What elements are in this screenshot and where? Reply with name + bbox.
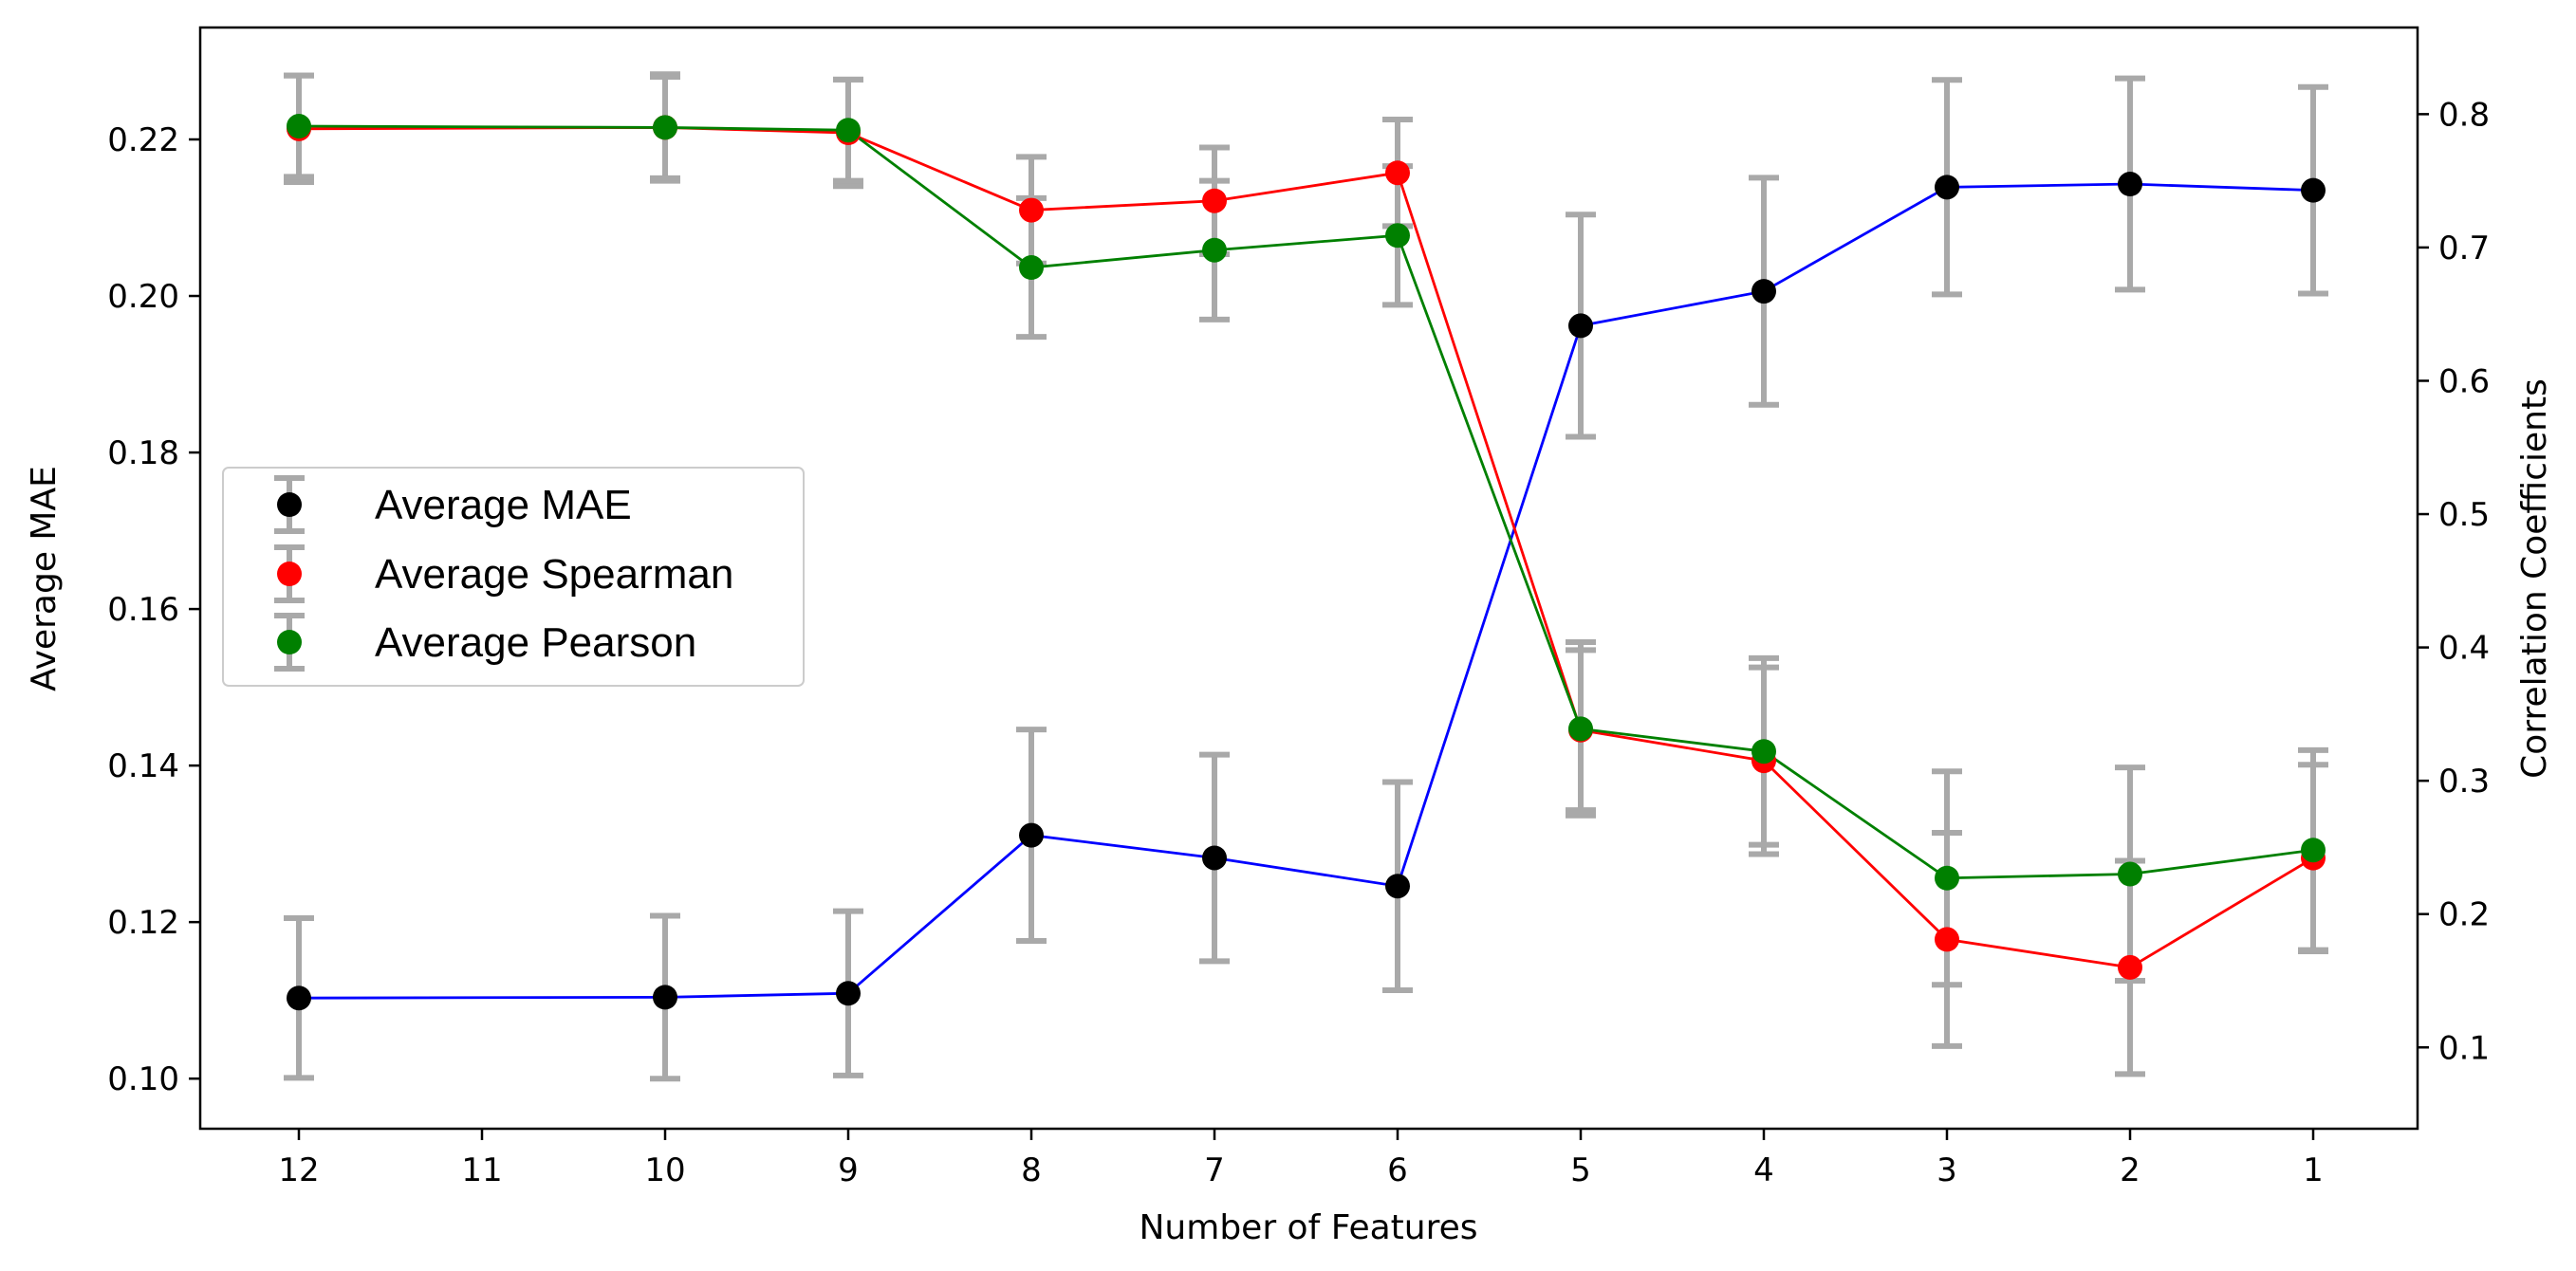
legend-label: Average Pearson (375, 619, 696, 666)
data-point (1385, 160, 1410, 186)
y-left-tick-label: 0.18 (107, 434, 179, 472)
data-point (1019, 197, 1044, 223)
x-tick-label: 10 (644, 1151, 685, 1189)
data-point (1202, 237, 1227, 263)
data-point (1202, 188, 1227, 213)
legend-marker (277, 562, 302, 586)
y-right-tick-label: 0.1 (2438, 1029, 2490, 1067)
data-point (836, 981, 861, 1006)
y-left-tick-label: 0.14 (107, 747, 179, 785)
x-tick-label: 7 (1204, 1151, 1225, 1189)
data-point (2118, 172, 2142, 197)
y-axis-right: 0.1 0.2 0.3 0.4 0.5 0.6 0.7 0.8 (2418, 96, 2490, 1067)
y-axis-left-title: Average MAE (25, 466, 64, 691)
data-point (1202, 845, 1227, 871)
legend-item-mae: Average MAE (274, 475, 632, 534)
data-point (1935, 175, 1959, 200)
y-left-tick-label: 0.22 (107, 121, 179, 159)
x-tick-label: 11 (461, 1151, 502, 1189)
y-right-tick-label: 0.5 (2438, 496, 2490, 534)
legend-label: Average MAE (375, 482, 632, 528)
y-right-tick-label: 0.7 (2438, 230, 2490, 267)
data-point (2301, 177, 2326, 203)
plot-frame (198, 26, 2419, 1131)
x-tick-label: 8 (1021, 1151, 1042, 1189)
data-point (2118, 861, 2142, 887)
data-point (1935, 927, 1959, 952)
x-tick-label: 12 (278, 1151, 319, 1189)
data-point (1019, 822, 1044, 848)
data-point (1568, 716, 1593, 742)
y-left-tick-label: 0.12 (107, 904, 179, 942)
legend-frame (222, 467, 805, 687)
legend-marker (277, 630, 302, 654)
legend: Average MAE Average Spearman Average Pears… (222, 467, 805, 687)
data-point (1385, 223, 1410, 249)
legend-label: Average Spearman (375, 551, 733, 598)
data-point (836, 118, 861, 143)
y-axis-left: 0.10 0.12 0.14 0.16 0.18 0.20 0.22 (107, 121, 200, 1098)
data-point (287, 114, 311, 139)
data-point (1935, 865, 1959, 891)
data-point (1568, 313, 1593, 339)
y-left-tick-label: 0.10 (107, 1060, 179, 1098)
data-point (1019, 255, 1044, 281)
y-left-tick-label: 0.16 (107, 591, 179, 629)
series-layer (284, 71, 2328, 1082)
series-points-mae (287, 172, 2326, 1011)
data-point (2301, 838, 2326, 863)
data-point (653, 985, 677, 1010)
legend-item-spearman: Average Spearman (274, 544, 733, 603)
y-right-tick-label: 0.2 (2438, 896, 2490, 934)
data-point (1751, 279, 1776, 304)
data-point (2118, 954, 2142, 980)
y-right-tick-label: 0.3 (2438, 763, 2490, 801)
y-left-tick-label: 0.20 (107, 278, 179, 316)
y-right-tick-label: 0.4 (2438, 630, 2490, 668)
y-right-tick-label: 0.6 (2438, 362, 2490, 400)
y-axis-right-title: Correlation Coefficients (2515, 378, 2554, 779)
legend-marker (277, 492, 302, 517)
data-point (1385, 874, 1410, 899)
data-point (287, 985, 311, 1011)
x-axis: 12 11 10 9 8 7 6 5 4 3 2 1 (278, 1129, 2324, 1189)
x-tick-label: 9 (838, 1151, 859, 1189)
x-tick-label: 2 (2120, 1151, 2140, 1189)
series-points-pearson (287, 114, 2326, 891)
x-axis-title: Number of Features (1140, 1208, 1478, 1247)
x-tick-label: 4 (1753, 1151, 1774, 1189)
x-tick-label: 5 (1570, 1151, 1591, 1189)
x-tick-label: 3 (1937, 1151, 1957, 1189)
y-right-tick-label: 0.8 (2438, 96, 2490, 134)
x-tick-label: 6 (1387, 1151, 1408, 1189)
data-point (653, 115, 677, 140)
x-tick-label: 1 (2303, 1151, 2324, 1189)
legend-item-pearson: Average Pearson (274, 613, 696, 672)
data-point (1751, 739, 1776, 764)
